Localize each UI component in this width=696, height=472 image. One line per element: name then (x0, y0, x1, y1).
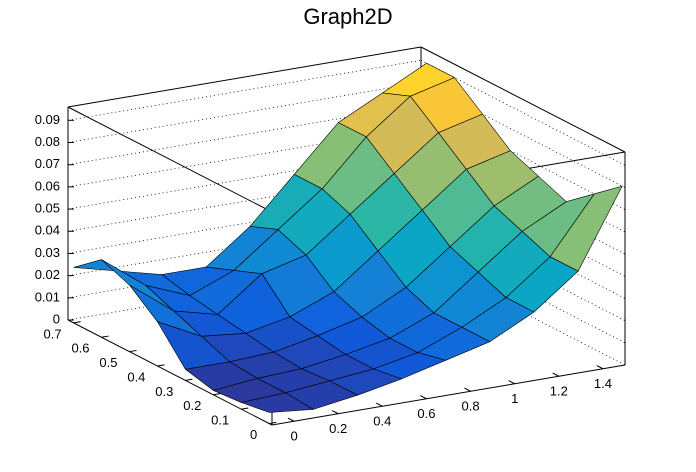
y-tick-label: 0.2 (183, 398, 201, 413)
y-tick (241, 407, 249, 410)
x-tick (331, 410, 339, 415)
x-tick (508, 380, 515, 385)
y-tick (185, 378, 193, 381)
z-tick-label: 0.09 (35, 112, 60, 127)
x-tick (552, 372, 560, 377)
box-edge (67, 106, 273, 213)
y-tick-label: 0.6 (71, 341, 89, 356)
x-tick (464, 387, 471, 392)
y-tick-label: 0.5 (99, 355, 117, 370)
y-tick (101, 335, 109, 338)
y-tick (269, 421, 277, 425)
y-tick (73, 321, 81, 324)
y-tick (157, 364, 165, 367)
chart-title: Graph2D (303, 4, 392, 29)
x-tick-label: 0.6 (417, 406, 435, 421)
x-tick (287, 417, 295, 422)
y-tick (129, 349, 137, 353)
x-tick-label: 1.4 (594, 376, 612, 391)
x-tick-label: 1 (511, 391, 518, 406)
y-tick-label: 0.3 (155, 384, 173, 399)
z-tick-label: 0.02 (35, 267, 60, 282)
z-tick-label: 0.03 (35, 245, 60, 260)
y-tick-label: 0.4 (127, 369, 145, 384)
z-tick-label: 0.06 (35, 178, 60, 193)
z-tick-label: 0.05 (35, 201, 60, 216)
x-axis (271, 364, 626, 426)
box-edge (420, 46, 626, 153)
surface-cell (240, 392, 315, 413)
x-tick (420, 395, 427, 400)
x-tick-label: 1.2 (550, 384, 568, 399)
x-tick (375, 402, 383, 407)
x-tick (596, 365, 604, 370)
y-tick-label: 0 (250, 427, 257, 442)
x-tick-label: 0.4 (373, 414, 391, 429)
y-tick (213, 393, 221, 396)
z-tick-label: 0 (53, 311, 60, 326)
box-edge (67, 46, 422, 108)
y-tick-label: 0.1 (211, 413, 229, 428)
x-tick-label: 0.8 (462, 399, 480, 414)
z-tick-label: 0.01 (35, 289, 60, 304)
y-tick-label: 0.7 (44, 326, 62, 341)
x-tick-label: 0 (290, 429, 297, 444)
z-tick-label: 0.07 (35, 156, 60, 171)
x-tick-label: 0.2 (329, 421, 347, 436)
z-tick-label: 0.08 (35, 134, 60, 149)
z-tick-label: 0.04 (35, 223, 60, 238)
